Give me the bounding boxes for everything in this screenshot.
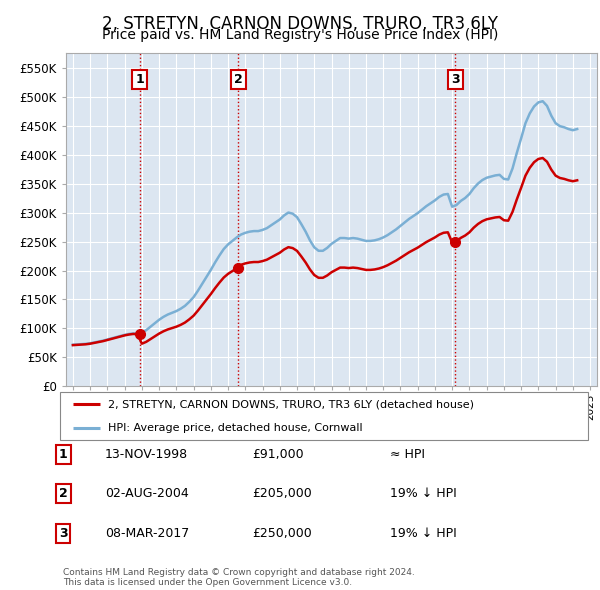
Text: HPI: Average price, detached house, Cornwall: HPI: Average price, detached house, Corn… xyxy=(107,423,362,432)
Text: £205,000: £205,000 xyxy=(252,487,312,500)
Text: 08-MAR-2017: 08-MAR-2017 xyxy=(105,527,189,540)
Text: £91,000: £91,000 xyxy=(252,448,304,461)
Text: 1: 1 xyxy=(135,73,144,86)
Text: 1: 1 xyxy=(59,448,67,461)
Text: 2: 2 xyxy=(59,487,67,500)
Text: 2, STRETYN, CARNON DOWNS, TRURO, TR3 6LY: 2, STRETYN, CARNON DOWNS, TRURO, TR3 6LY xyxy=(102,15,498,33)
Text: 02-AUG-2004: 02-AUG-2004 xyxy=(105,487,189,500)
Text: 2: 2 xyxy=(233,73,242,86)
Text: 19% ↓ HPI: 19% ↓ HPI xyxy=(390,527,457,540)
Text: 2, STRETYN, CARNON DOWNS, TRURO, TR3 6LY (detached house): 2, STRETYN, CARNON DOWNS, TRURO, TR3 6LY… xyxy=(107,399,473,409)
Text: Price paid vs. HM Land Registry's House Price Index (HPI): Price paid vs. HM Land Registry's House … xyxy=(102,28,498,42)
Text: ≈ HPI: ≈ HPI xyxy=(390,448,425,461)
Text: 13-NOV-1998: 13-NOV-1998 xyxy=(105,448,188,461)
Text: 3: 3 xyxy=(451,73,460,86)
Text: Contains HM Land Registry data © Crown copyright and database right 2024.
This d: Contains HM Land Registry data © Crown c… xyxy=(63,568,415,587)
Text: 3: 3 xyxy=(59,527,67,540)
Text: 19% ↓ HPI: 19% ↓ HPI xyxy=(390,487,457,500)
FancyBboxPatch shape xyxy=(60,392,588,440)
Text: £250,000: £250,000 xyxy=(252,527,312,540)
